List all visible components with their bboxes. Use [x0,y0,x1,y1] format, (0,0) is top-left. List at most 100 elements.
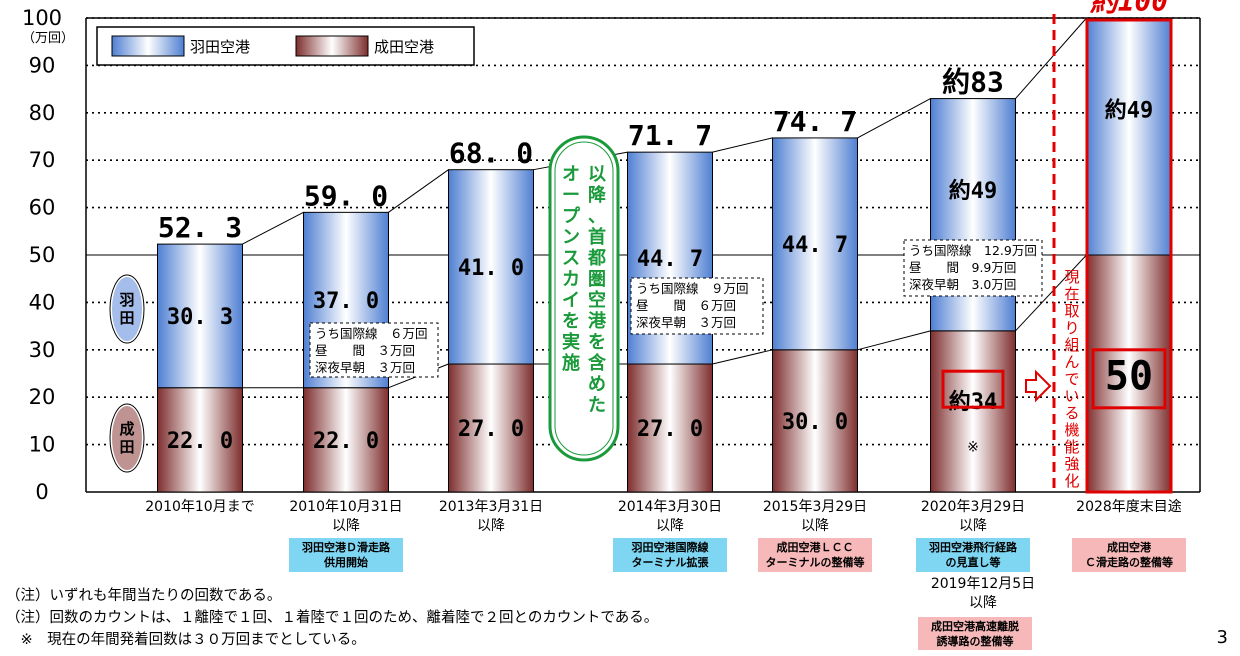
callout-right-char: 機 [1064,421,1079,439]
callout-right-char: い [1064,387,1079,405]
bar-narita-3 [627,363,713,493]
side-label-haneda: 田 [119,309,134,327]
breakdown-line: 昼 間 ３万回 [315,343,415,358]
highlight-2028-bar [1085,18,1173,494]
breakdown-line: うち国際線 ９万回 [636,281,749,296]
bar-narita-6 [1086,254,1172,493]
x-category-label: 2010年10月まで [145,499,255,515]
label-total-3: 71. 7 [628,119,712,152]
callout-center-char: め [588,374,606,395]
callout-center-char: 首 [588,226,606,248]
breakdown-box-5 [903,239,1043,297]
y-tick-0: 0 [35,480,48,504]
y-tick-70: 70 [29,148,56,172]
x-category-label: 2014年3月30日 以降 [617,499,723,534]
bar-haneda-4 [772,137,858,351]
y-tick-80: 80 [29,101,56,125]
legend: 羽田空港 成田空港 [96,26,475,66]
callout-right-char: 取 [1064,302,1079,320]
callout-center-char: 実 [562,331,580,353]
callout-center-char: 圏 [588,269,606,290]
label-haneda-6: 約49 [1105,98,1154,124]
connector-split [1015,254,1087,332]
y-unit-label: （万回） [22,31,74,46]
breakdown-line: 昼 間 ６万回 [636,298,736,313]
callout-right-char: 在 [1064,285,1079,303]
label-total-5: 約83 [942,66,1004,99]
callout-center-char: 含 [588,352,607,374]
label-total-0: 52. 3 [158,211,242,244]
legend-label-narita: 成田空港 [374,38,434,56]
bar-narita-2 [448,363,534,493]
label-narita-0: 22. 0 [167,429,233,454]
label-total-2: 68. 0 [449,137,533,170]
callout-center-char: 都 [587,248,606,269]
connector-top [857,98,931,139]
label-narita-2: 27. 0 [458,417,524,442]
callout-center-char: ン [562,227,580,248]
label-narita-1: 22. 0 [313,429,379,454]
connector-top [388,169,449,213]
y-tick-40: 40 [29,290,56,314]
bar-narita-5 [930,330,1016,493]
label-haneda-0: 30. 3 [167,305,233,330]
connector-top [1015,17,1087,99]
breakdown-line: 深夜早朝 3.0万回 [909,277,1016,292]
event-tag: 成田空港ＬＣＣ ターミナルの整備等 [758,538,872,572]
y-tick-50: 50 [29,243,56,267]
callout-center-inner [554,141,614,456]
connector-lines [242,17,1087,389]
callout-right-char: で [1064,370,1079,388]
event-tag: 羽田空港Ｄ滑走路 供用開始 [289,538,403,572]
callout-center-char: 空 [588,289,606,311]
callout-center-char: を [588,332,606,353]
callout-center-char: プ [562,205,581,227]
callout-right-char: 組 [1064,336,1079,354]
y-tick-30: 30 [29,338,56,362]
callout-center-char: ー [562,185,580,206]
callout-right-char: 能 [1064,438,1079,456]
bar-haneda-5 [930,98,1016,332]
label-narita-5: 約34 [949,389,998,415]
y-tick-100: 100 [22,6,62,30]
callout-center-char: た [588,395,606,416]
callout-right-char: 現 [1064,268,1079,286]
side-label-narita: 田 [119,438,134,456]
label-narita-3: 27. 0 [637,417,703,442]
connector-top [242,211,304,245]
event-tag: 羽田空港国際線 ターミナル拡張 [613,538,727,572]
highlight-narita-34 [941,369,1005,409]
bar-narita-0 [157,387,243,493]
extra-event-tag: 成田空港高速離脱 誘導路の整備等 [918,617,1032,650]
note-3: ※ 現在の年間発着回数は３０万回までとしている。 [6,632,366,648]
callout-center-char: 降 [588,184,607,206]
callout-right-char: 化 [1064,472,1079,490]
callout-center-char: 港 [588,311,607,332]
label-narita-6: 50 [1105,354,1153,400]
callout-center-char: 施 [562,352,580,374]
x-category-label: 2015年3月29日 以降 [762,499,868,534]
callout-right-char: 強 [1064,455,1079,473]
legend-swatch-haneda [111,35,185,57]
y-axis: 0 10 20 30 40 50 60 70 80 90 100（万回） [22,6,1201,504]
note-mark: ※ [967,440,979,456]
callout-center-char: イ [562,290,580,311]
callout-center-char: 、 [588,206,606,227]
label-haneda-1: 37. 0 [313,289,379,314]
callout-center-frame [548,135,620,462]
breakdown-line: 深夜早朝 ３万回 [636,315,736,330]
bar-haneda-6 [1086,17,1172,256]
connector-split [712,349,773,365]
connector-top [712,137,773,153]
label-haneda-3: 44. 7 [637,247,703,272]
note-1: （注）いずれも年間当たりの回数である。 [6,588,282,604]
side-label-haneda: 羽 [119,291,134,309]
side-label-narita: 成 [119,420,134,438]
x-category-label: 2013年3月31日 以降 [438,499,544,534]
arrow-icon [1025,369,1052,403]
label-total-6: 約100 [1090,0,1169,18]
legend-swatch-narita [295,35,369,57]
label-haneda-2: 41. 0 [458,256,524,281]
